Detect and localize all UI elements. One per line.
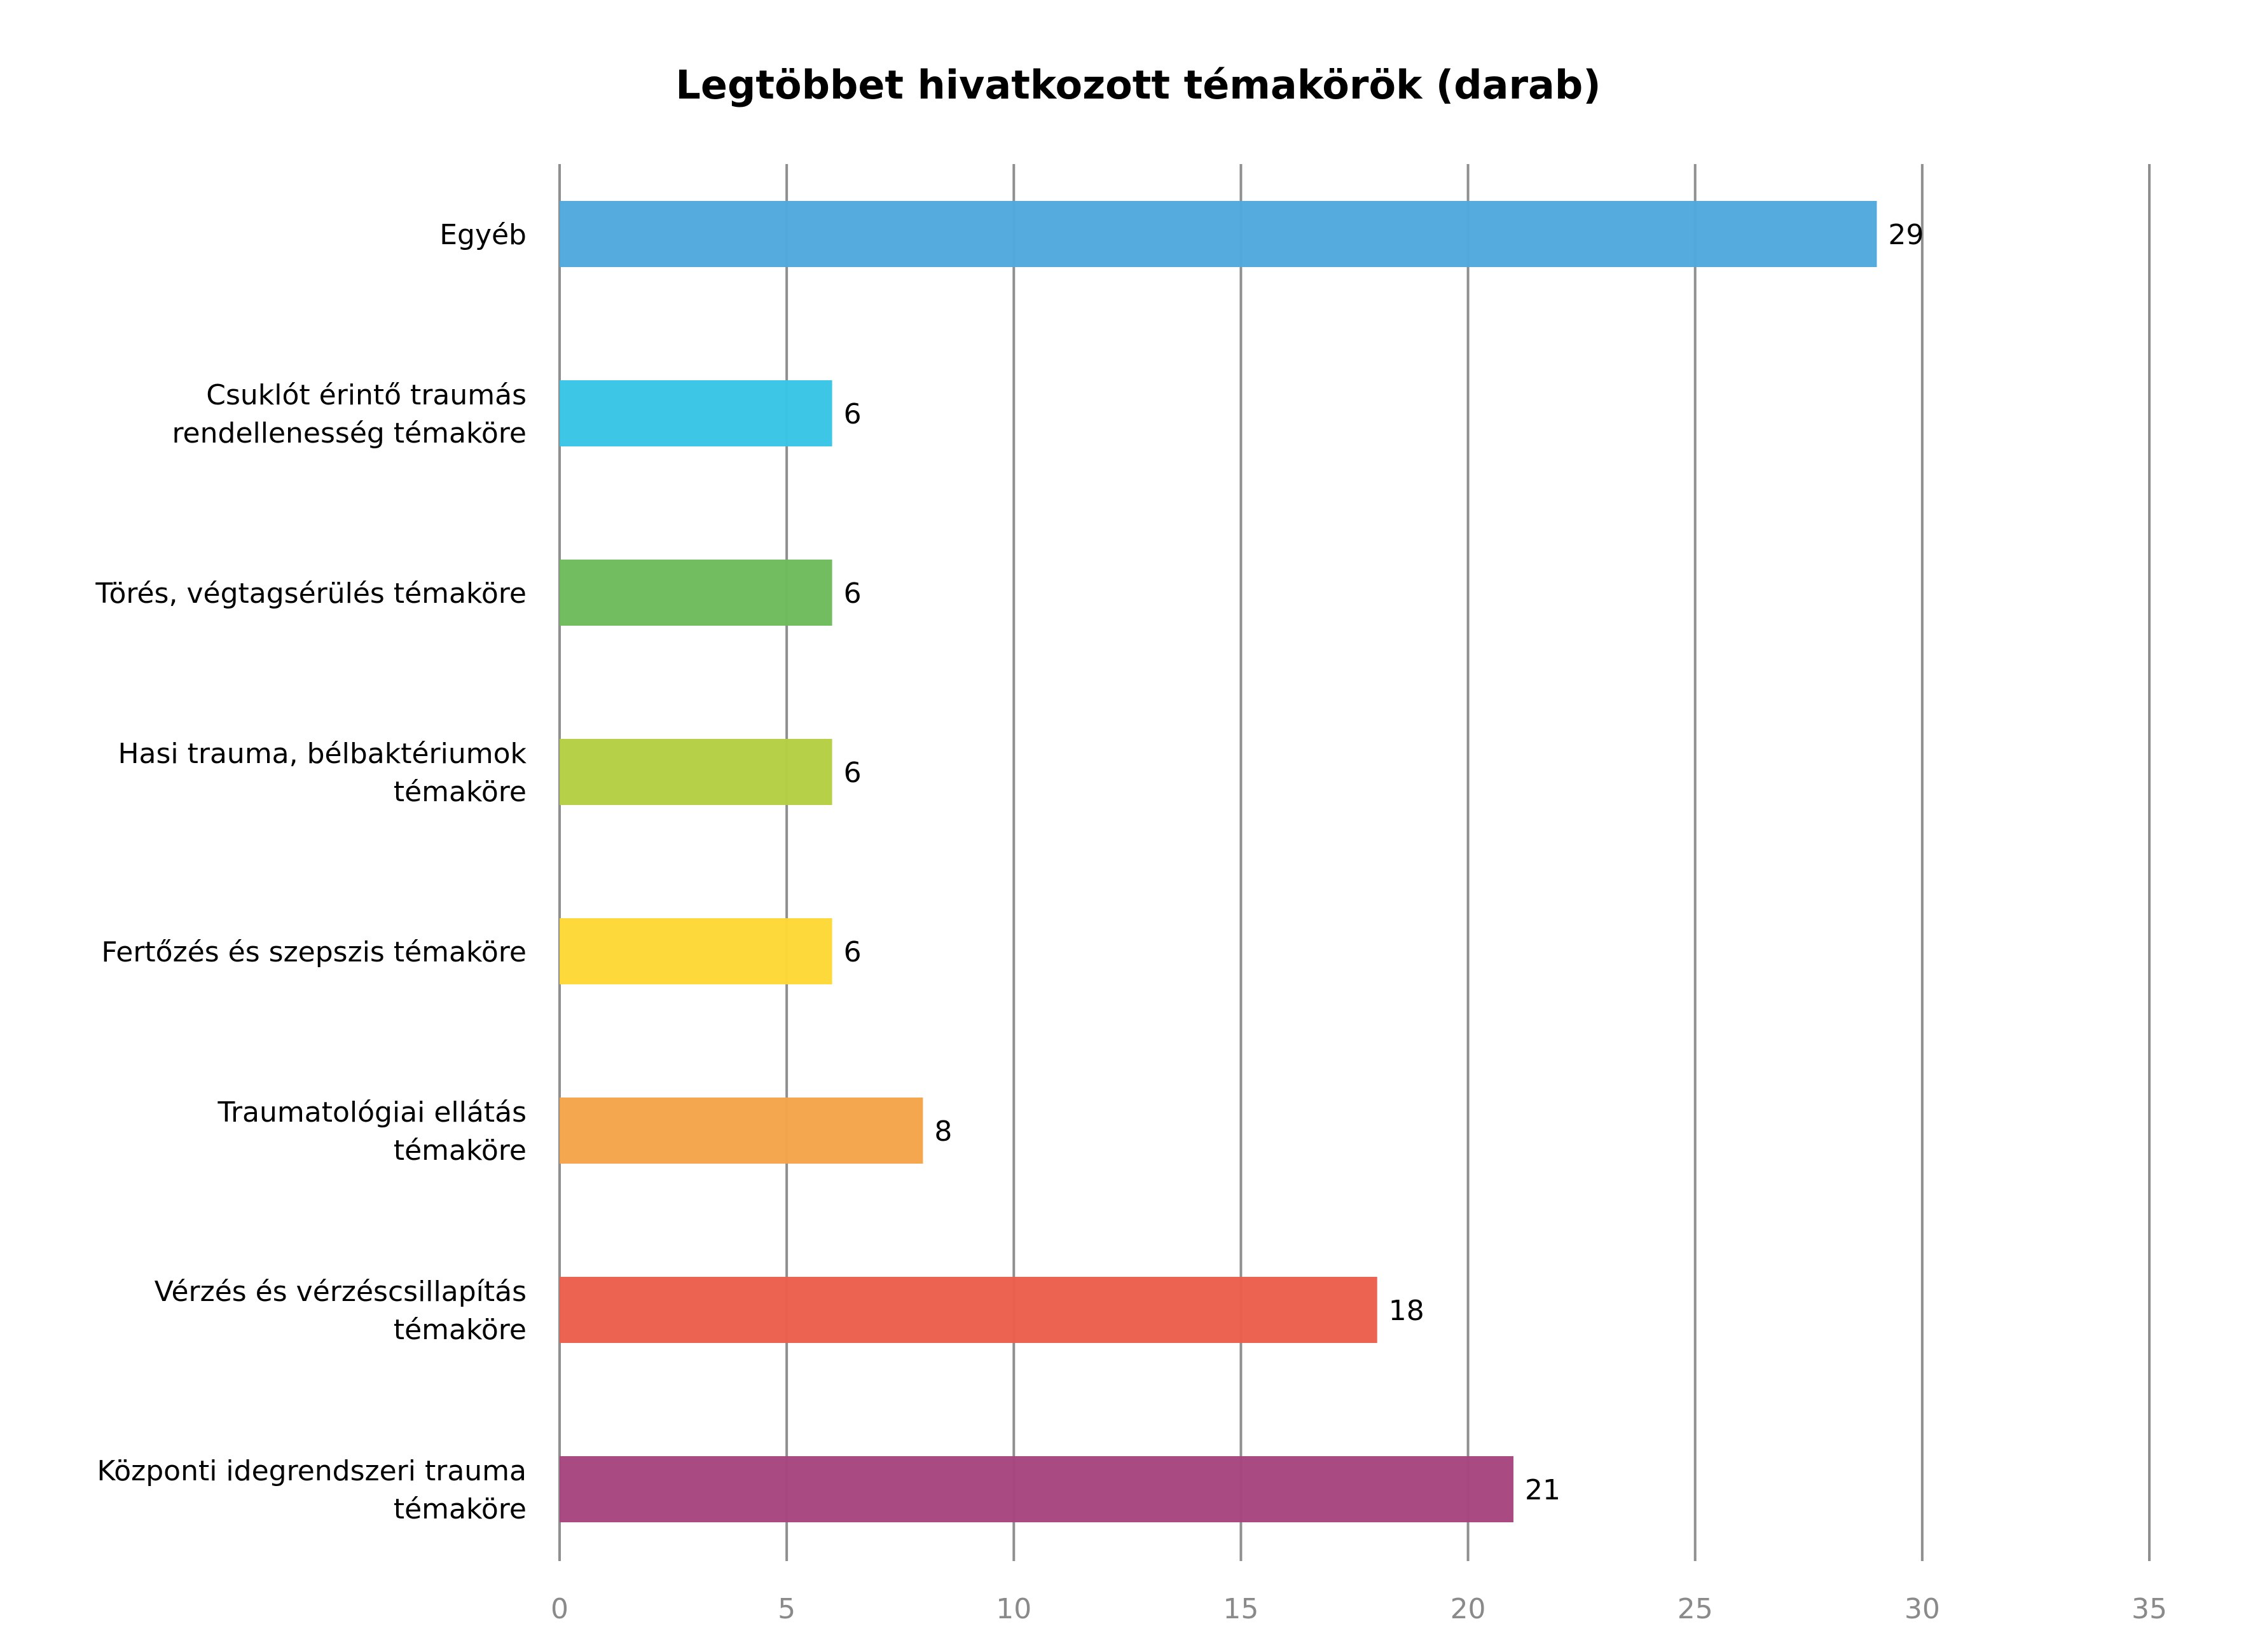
gridlines [558, 164, 2151, 1561]
value-label-2: 6 [844, 577, 862, 610]
category-label-4-line-0: Fertőzés és szepszis témaköre [101, 936, 527, 968]
value-label-5: 8 [934, 1115, 952, 1148]
bar-1 [560, 380, 832, 446]
bar-7 [560, 1456, 1513, 1522]
chart-title: Legtöbbet hivatkozott témakörök (darab) [675, 62, 1601, 108]
category-label-1-line-1: rendellenesség témaköre [172, 417, 527, 450]
value-labels: 29 6 6 6 6 8 18 21 [844, 219, 1924, 1506]
x-tick-label-10: 10 [996, 1593, 1031, 1625]
category-labels: Egyéb Csuklót érintő traumás rendellenessé… [95, 219, 527, 1525]
bar-3 [560, 739, 832, 805]
x-tick-label-20: 20 [1450, 1593, 1486, 1625]
bar-5 [560, 1098, 923, 1164]
category-label-6-line-1: témaköre [394, 1314, 527, 1346]
category-label-3-line-1: témaköre [394, 776, 527, 808]
value-label-0: 29 [1888, 219, 1924, 251]
x-tick-label-5: 5 [778, 1593, 796, 1625]
bar-2 [560, 560, 832, 626]
category-label-2-line-0: Törés, végtagsérülés témaköre [95, 577, 527, 610]
category-label-7-line-0: Központi idegrendszeri trauma [97, 1455, 527, 1487]
x-tick-label-35: 35 [2132, 1593, 2167, 1625]
x-tick-label-0: 0 [551, 1593, 568, 1625]
category-label-7-line-1: témaköre [394, 1493, 527, 1525]
x-axis-tick-labels: 0 5 10 15 20 25 30 35 [551, 1593, 2167, 1625]
value-label-1: 6 [844, 398, 862, 430]
category-label-6-line-0: Vérzés és vérzéscsillapítás [155, 1276, 527, 1308]
category-label-3-line-0: Hasi trauma, bélbaktériumok [118, 738, 527, 770]
bars [560, 201, 1877, 1522]
value-label-3: 6 [844, 757, 862, 789]
value-label-6: 18 [1389, 1295, 1424, 1327]
category-label-0-line-0: Egyéb [439, 219, 527, 251]
bar-6 [560, 1277, 1377, 1343]
category-label-1-line-0: Csuklót érintő traumás [206, 379, 527, 411]
category-label-5-line-1: témaköre [394, 1134, 527, 1167]
x-tick-label-30: 30 [1905, 1593, 1940, 1625]
x-tick-label-15: 15 [1223, 1593, 1258, 1625]
x-tick-label-25: 25 [1678, 1593, 1713, 1625]
bar-0 [560, 201, 1877, 267]
category-label-5-line-0: Traumatológiai ellátás [217, 1096, 527, 1129]
bar-4 [560, 918, 832, 984]
value-label-4: 6 [844, 936, 862, 968]
value-label-7: 21 [1525, 1474, 1561, 1506]
